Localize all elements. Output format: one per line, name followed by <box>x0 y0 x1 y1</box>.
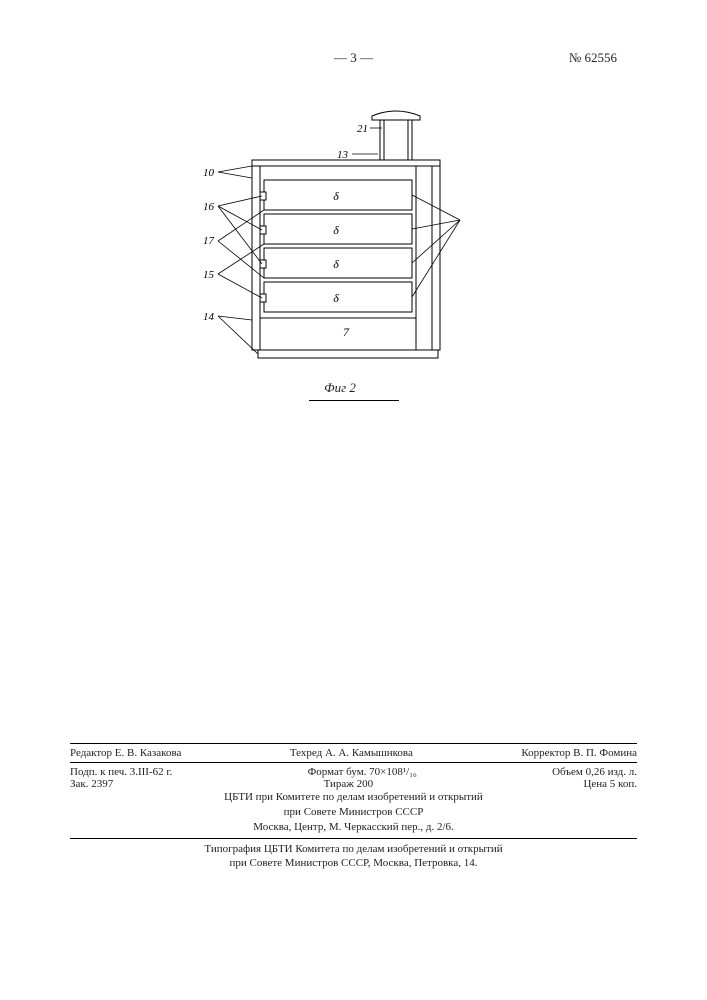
label-14: 14 <box>203 311 215 323</box>
techred: Техред А. А. Камышнкова <box>290 747 413 759</box>
slot-label-2: δ <box>333 223 339 237</box>
slot-label-1: δ <box>333 189 339 203</box>
divider-short <box>309 400 399 401</box>
page-number: — 3 — <box>334 50 373 66</box>
label-15: 15 <box>203 269 215 281</box>
editor: Редактор Е. В. Казакова <box>70 747 181 759</box>
label-7: 7 <box>343 325 350 339</box>
typography-block: Типография ЦБТИ Комитета по делам изобре… <box>70 842 637 872</box>
label-17: 17 <box>203 235 215 247</box>
publisher-block: ЦБТИ при Комитете по делам изобретений и… <box>70 790 637 835</box>
org-line-2: при Совете Министров СССР <box>70 805 637 820</box>
label-13: 13 <box>337 149 349 161</box>
figure-svg: δ δ δ δ 7 10 16 17 15 14 <box>160 110 520 380</box>
slot-label-3: δ <box>333 257 339 271</box>
label-21: 21 <box>357 123 368 135</box>
org-line-1: ЦБТИ при Комитете по делам изобретений и… <box>70 790 637 805</box>
typ-line-1: Типография ЦБТИ Комитета по делам изобре… <box>70 842 637 857</box>
print-run: Тираж 200 <box>324 778 374 790</box>
figure-caption: Фиг 2 <box>160 380 520 396</box>
price: Цена 5 коп. <box>583 778 637 790</box>
signed-print: Подп. к печ. 3.III-62 г. <box>70 766 172 778</box>
org-line-3: Москва, Центр, М. Черкасский пер., д. 2/… <box>70 820 637 835</box>
figure-2: δ δ δ δ 7 10 16 17 15 14 <box>160 110 520 390</box>
label-10: 10 <box>203 167 215 179</box>
volume: Объем 0,26 изд. л. <box>552 766 637 778</box>
page: — 3 — № 62556 <box>0 0 707 1000</box>
colophon-row-2: Подп. к печ. 3.III-62 г. Формат бум. 70×… <box>70 766 637 778</box>
document-number: № 62556 <box>569 50 617 66</box>
colophon-row-3: Зак. 2397 Тираж 200 Цена 5 коп. <box>70 778 637 790</box>
corrector: Корректор В. П. Фомина <box>521 747 637 759</box>
order-no: Зак. 2397 <box>70 778 113 790</box>
slot-label-4: δ <box>333 291 339 305</box>
typ-line-2: при Совете Министров СССР, Москва, Петро… <box>70 856 637 871</box>
colophon-row-1: Редактор Е. В. Казакова Техред А. А. Кам… <box>70 747 637 759</box>
colophon: Редактор Е. В. Казакова Техред А. А. Кам… <box>70 740 637 871</box>
paper-format: Формат бум. 70×108¹/₁₆ <box>308 766 417 778</box>
label-16: 16 <box>203 201 215 213</box>
